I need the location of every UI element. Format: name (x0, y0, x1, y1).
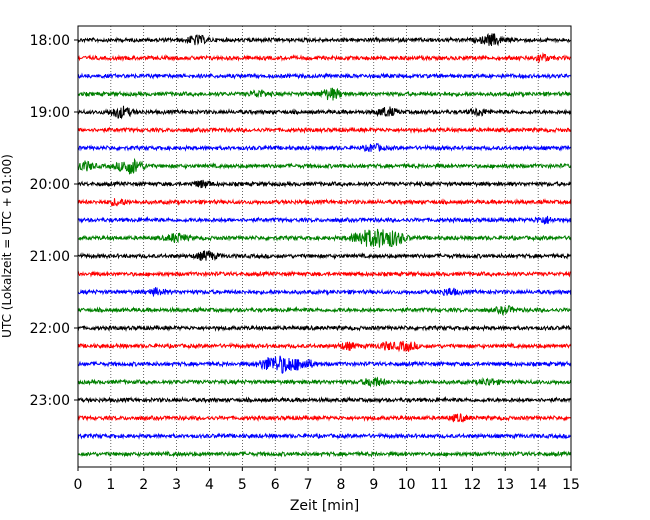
seismic-trace (77, 52, 572, 64)
x-tick-label: 5 (238, 477, 247, 493)
x-tick-label: 13 (496, 477, 514, 493)
x-tick-label: 8 (336, 477, 345, 493)
y-tick-label: 22:00 (30, 321, 70, 337)
y-tick-label: 20:00 (30, 177, 70, 193)
trace-group (77, 32, 572, 459)
x-tick-label: 1 (106, 477, 115, 493)
y-axis-label: UTC (Lokalzeit = UTC + 01:00) (0, 154, 14, 338)
x-tick-label: 12 (463, 477, 481, 493)
seismic-trace (77, 395, 572, 404)
seismic-trace (77, 355, 572, 374)
seismic-trace (77, 287, 572, 297)
seismic-trace (77, 197, 572, 207)
x-tick-label: 10 (398, 477, 416, 493)
x-tick-label: 7 (304, 477, 313, 493)
x-axis: 0 1 2 3 4 5 6 7 8 9 10 11 12 13 14 15 (74, 467, 580, 493)
seismic-trace (77, 215, 572, 225)
seismic-trace (77, 340, 572, 353)
seismic-trace (77, 157, 572, 175)
x-tick-label: 11 (431, 477, 449, 493)
x-tick-label: 4 (205, 477, 214, 493)
seismic-trace (77, 376, 572, 388)
seismic-trace (77, 105, 572, 120)
x-tick-label: 2 (139, 477, 148, 493)
seismic-trace (77, 87, 572, 101)
y-axis: 18:00 19:00 20:00 21:00 22:00 23:00 (30, 33, 78, 409)
seismic-trace (77, 413, 572, 423)
seismic-trace (77, 126, 572, 134)
y-tick-label: 23:00 (30, 393, 70, 409)
seismic-trace (77, 305, 572, 317)
x-tick-label: 3 (172, 477, 181, 493)
seismic-trace (77, 270, 572, 278)
seismic-trace (77, 324, 572, 332)
x-tick-label: 9 (369, 477, 378, 493)
seismic-trace (77, 450, 572, 459)
y-tick-label: 18:00 (30, 33, 70, 49)
seismic-trace (77, 179, 572, 189)
plot-frame (77, 25, 572, 468)
x-tick-label: 0 (74, 477, 83, 493)
x-tick-label: 14 (529, 477, 547, 493)
seismic-trace (77, 432, 572, 440)
x-tick-label: 6 (271, 477, 280, 493)
x-axis-label: Zeit [min] (290, 498, 359, 514)
seismic-trace (77, 249, 572, 262)
y-tick-label: 21:00 (30, 249, 70, 265)
seismic-trace (77, 72, 572, 80)
plot-background (78, 26, 571, 467)
seismic-trace (77, 32, 572, 47)
seismic-trace (77, 142, 572, 153)
y-tick-label: 19:00 (30, 105, 70, 121)
seismic-trace (77, 228, 572, 248)
x-tick-label: 15 (562, 477, 580, 493)
